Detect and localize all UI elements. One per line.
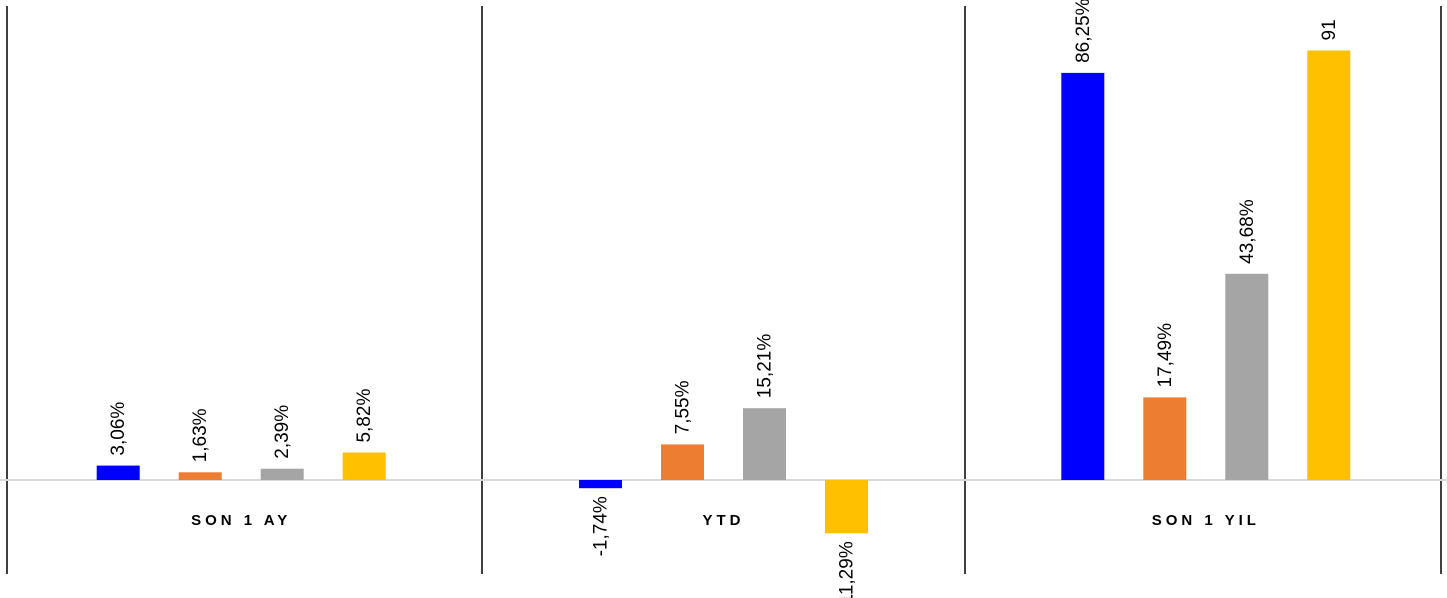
data-label: 2,39% xyxy=(272,405,293,459)
data-label: 17,49% xyxy=(1155,323,1176,388)
data-label: 86,25% xyxy=(1073,0,1094,63)
data-label: 5,82% xyxy=(354,389,375,443)
category-label: YTD xyxy=(703,512,745,529)
data-label: -1,74% xyxy=(591,496,612,556)
bar xyxy=(825,480,868,534)
category-label: SON 1 AY xyxy=(191,512,291,529)
bar-marks xyxy=(96,50,1351,534)
data-label: 43,68% xyxy=(1237,199,1258,264)
data-label: 1,63% xyxy=(190,408,211,462)
bar xyxy=(1225,273,1269,480)
bar xyxy=(579,480,622,489)
bar xyxy=(1307,50,1351,480)
bar xyxy=(661,444,704,480)
bar xyxy=(178,472,222,480)
bar xyxy=(342,452,386,480)
data-label: 15,21% xyxy=(755,334,776,399)
data-label: -11,29% xyxy=(837,541,858,598)
bar xyxy=(96,465,140,480)
category-label: SON 1 YIL xyxy=(1152,512,1260,529)
data-label: 3,06% xyxy=(108,402,129,456)
bar xyxy=(260,468,304,480)
data-labels: 3,06% 1,63% 2,39% 5,82% -1,74% 7,55% 15,21% -11… xyxy=(108,0,1340,598)
data-label: 91 xyxy=(1319,19,1340,40)
data-label: 7,55% xyxy=(673,380,694,434)
category-labels: SON 1 AY YTD SON 1 YIL xyxy=(191,512,1260,529)
bar xyxy=(1061,72,1105,481)
bar xyxy=(743,408,786,480)
bar xyxy=(1143,397,1187,480)
